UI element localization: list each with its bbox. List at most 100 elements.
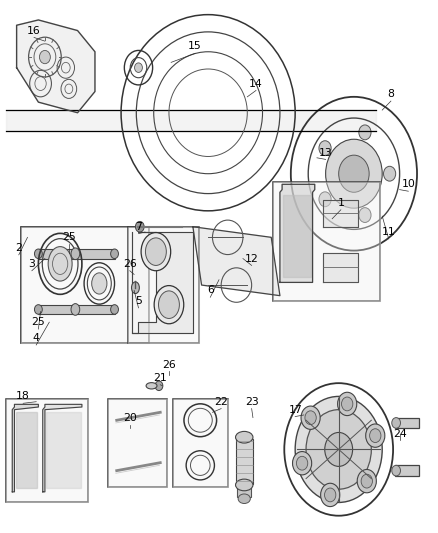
Text: 12: 12 [245,254,258,263]
Polygon shape [173,399,228,487]
Ellipse shape [71,304,80,316]
Polygon shape [127,227,199,343]
Polygon shape [12,405,39,492]
Text: 23: 23 [245,397,258,407]
Text: 3: 3 [28,259,35,269]
Circle shape [357,470,376,493]
Text: 1: 1 [337,198,344,208]
Polygon shape [17,20,95,113]
Polygon shape [16,413,37,488]
Bar [127,227,199,343]
Circle shape [392,465,400,476]
Ellipse shape [236,431,253,443]
Circle shape [361,474,372,488]
Circle shape [111,249,118,259]
Polygon shape [283,195,311,277]
Circle shape [306,410,371,489]
Circle shape [384,166,396,181]
Bar [237,482,251,497]
Circle shape [366,424,385,447]
Text: 25: 25 [32,317,45,327]
Bar [395,418,419,428]
Bar [273,182,380,301]
Text: 11: 11 [382,227,396,237]
Text: 13: 13 [319,148,332,158]
Circle shape [135,221,144,232]
Text: 26: 26 [123,259,137,269]
Circle shape [319,141,331,156]
Polygon shape [108,399,167,487]
Ellipse shape [154,286,184,324]
Circle shape [359,208,371,222]
Polygon shape [323,200,358,227]
Polygon shape [193,227,280,296]
Circle shape [155,381,163,391]
Ellipse shape [141,232,171,271]
Bar [39,305,115,314]
Circle shape [338,392,357,416]
Text: 17: 17 [288,405,302,415]
Text: 18: 18 [16,391,30,401]
Text: 8: 8 [388,89,394,99]
Circle shape [392,418,400,428]
Text: 4: 4 [33,333,40,343]
Text: 26: 26 [162,360,176,369]
Polygon shape [273,182,380,301]
Circle shape [370,429,381,442]
Circle shape [305,411,316,425]
Circle shape [359,125,371,140]
Polygon shape [21,227,149,343]
Bar [236,439,253,484]
Circle shape [293,451,312,475]
Ellipse shape [145,238,166,265]
Circle shape [295,397,382,503]
Text: 20: 20 [123,413,137,423]
Ellipse shape [238,494,251,504]
Text: 10: 10 [401,179,415,189]
Ellipse shape [48,247,72,281]
Text: 14: 14 [249,78,263,88]
Circle shape [339,155,369,192]
Text: 5: 5 [135,296,142,306]
Circle shape [321,483,340,506]
Bar [173,399,228,487]
Text: 15: 15 [188,42,202,52]
Ellipse shape [146,383,157,389]
Text: 16: 16 [27,26,41,36]
Polygon shape [46,413,81,488]
Polygon shape [132,232,193,333]
Ellipse shape [71,248,80,260]
Polygon shape [323,253,358,282]
Circle shape [35,249,42,259]
Polygon shape [280,184,315,282]
Circle shape [297,456,308,470]
Circle shape [35,305,42,314]
Text: 6: 6 [207,285,214,295]
Text: 22: 22 [214,397,228,407]
Ellipse shape [92,273,107,294]
Circle shape [301,406,320,430]
Ellipse shape [159,291,180,318]
Bar [395,465,419,476]
Polygon shape [6,399,88,503]
Polygon shape [43,405,82,492]
Circle shape [319,192,331,207]
Text: 7: 7 [135,222,142,232]
Circle shape [342,397,353,411]
Ellipse shape [134,63,142,72]
Bar [6,399,88,503]
Text: 24: 24 [393,429,406,439]
Ellipse shape [39,51,50,63]
Circle shape [325,139,382,208]
Text: 21: 21 [153,373,167,383]
Circle shape [325,488,336,502]
Ellipse shape [131,282,139,294]
Circle shape [111,305,118,314]
Bar [21,227,149,343]
Bar [108,399,167,487]
Circle shape [325,432,353,466]
Text: 25: 25 [62,232,76,243]
Text: 2: 2 [15,243,22,253]
Ellipse shape [236,479,253,491]
Bar [39,249,115,259]
